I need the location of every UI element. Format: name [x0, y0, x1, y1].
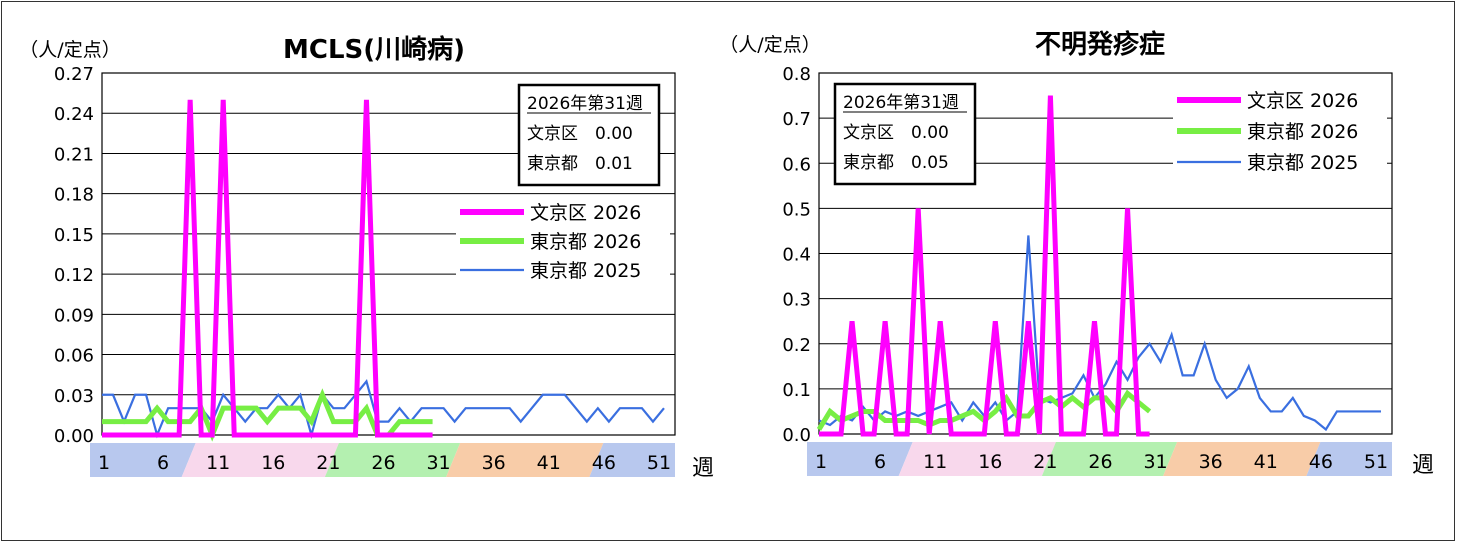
- x-tick-label: 21: [1033, 451, 1057, 473]
- x-tick-label: 21: [316, 452, 340, 474]
- season-band: [446, 443, 604, 477]
- info-box-week: 2026年第31週: [527, 94, 643, 114]
- y-tick-label: 0.24: [54, 104, 94, 125]
- y-tick-label: 0.4: [782, 245, 811, 266]
- x-tick-label: 6: [157, 452, 169, 474]
- y-tick-label: 0.12: [54, 265, 94, 286]
- info-box-tokyo: 東京都 0.01: [527, 154, 633, 174]
- legend-entry: 東京都 2025: [530, 260, 641, 282]
- series-line: [102, 99, 433, 438]
- season-band: [1041, 442, 1178, 476]
- legend-entry: 文京区 2026: [530, 202, 641, 224]
- y-tick-label: 0.1: [782, 380, 811, 401]
- x-tick-label: 11: [923, 451, 947, 473]
- x-tick-label: 6: [874, 451, 886, 473]
- series-line: [102, 379, 665, 440]
- y-tick-label: 0.21: [54, 144, 94, 165]
- info-box-bunkyo: 文京区 0.00: [527, 124, 633, 144]
- y-tick-label: 0.8: [782, 64, 811, 85]
- x-tick-label: 46: [592, 452, 616, 474]
- y-tick-label: 0.06: [54, 346, 94, 367]
- legend: 文京区 2026 東京都 2026 東京都 2025: [1173, 86, 1387, 174]
- season-band: [1163, 442, 1321, 476]
- y-tick-label: 0.2: [782, 335, 811, 356]
- x-axis-label: 週: [692, 456, 714, 481]
- chart-title: MCLS(川崎病): [283, 35, 465, 65]
- y-tick-label: 0.0: [782, 425, 811, 446]
- x-tick-label: 11: [206, 452, 230, 474]
- y-tick-label: 0.03: [54, 386, 94, 407]
- x-tick-label: 46: [1309, 451, 1333, 473]
- x-tick-label: 51: [1364, 451, 1388, 473]
- x-tick-label: 26: [1088, 451, 1112, 473]
- legend-entry: 東京都 2026: [530, 231, 641, 253]
- series-3: [102, 379, 665, 440]
- season-band: [181, 443, 339, 477]
- info-box-frame: [833, 82, 977, 186]
- legend-entry: 東京都 2025: [1247, 152, 1358, 174]
- x-tick-label: 31: [426, 452, 450, 474]
- y-tick-label: 0.3: [782, 290, 811, 311]
- legend: 文京区 2026 東京都 2026 東京都 2025: [456, 198, 670, 282]
- series-1: [102, 99, 433, 438]
- legend-entry: 東京都 2026: [1247, 121, 1358, 143]
- y-tick-label: 0.7: [782, 109, 811, 130]
- y-tick-label: 0.5: [782, 199, 811, 220]
- y-tick-label: 0.27: [54, 64, 94, 85]
- x-tick-label: 1: [98, 452, 110, 474]
- x-tick-label: 16: [978, 451, 1002, 473]
- season-band: [898, 442, 1056, 476]
- x-tick-label: 16: [261, 452, 285, 474]
- season-bands: [90, 443, 675, 477]
- y-tick-label: 0.09: [54, 305, 94, 326]
- season-band: [90, 443, 196, 477]
- x-tick-label: 26: [371, 452, 395, 474]
- y-axis-label: （人/定点）: [19, 39, 120, 61]
- season-band: [589, 443, 675, 477]
- y-tick-label: 0.15: [54, 225, 94, 246]
- season-band: [807, 442, 913, 476]
- legend-entry: 文京区 2026: [1247, 90, 1358, 112]
- x-tick-label: 41: [1254, 451, 1278, 473]
- x-tick-label: 31: [1143, 451, 1167, 473]
- y-tick-label: 0.00: [54, 426, 94, 447]
- x-tick-label: 1: [815, 451, 827, 473]
- x-tick-label: 36: [482, 452, 506, 474]
- season-bands: [807, 442, 1392, 476]
- x-axis-label: 週: [1412, 453, 1434, 478]
- y-tick-label: 0.18: [54, 185, 94, 206]
- info-box-frame: [517, 83, 661, 187]
- y-axis-label: （人/定点）: [719, 34, 820, 56]
- series-line: [819, 95, 1150, 437]
- info-box-bunkyo: 文京区 0.00: [843, 123, 949, 143]
- info-box-tokyo: 東京都 0.05: [843, 153, 949, 173]
- season-band: [324, 443, 461, 477]
- x-tick-label: 36: [1199, 451, 1223, 473]
- x-tick-label: 41: [537, 452, 561, 474]
- info-box-week: 2026年第31週: [843, 93, 959, 113]
- chart-1: 0.00 0.03 0.06 0.09 0.12 0.15 0.18 0.21 0.24 0.27…: [19, 35, 714, 481]
- season-band: [1306, 442, 1392, 476]
- chart-title: 不明発疹症: [1035, 29, 1165, 60]
- series-1: [819, 95, 1150, 437]
- y-tick-label: 0.6: [782, 154, 811, 175]
- x-tick-label: 51: [647, 452, 671, 474]
